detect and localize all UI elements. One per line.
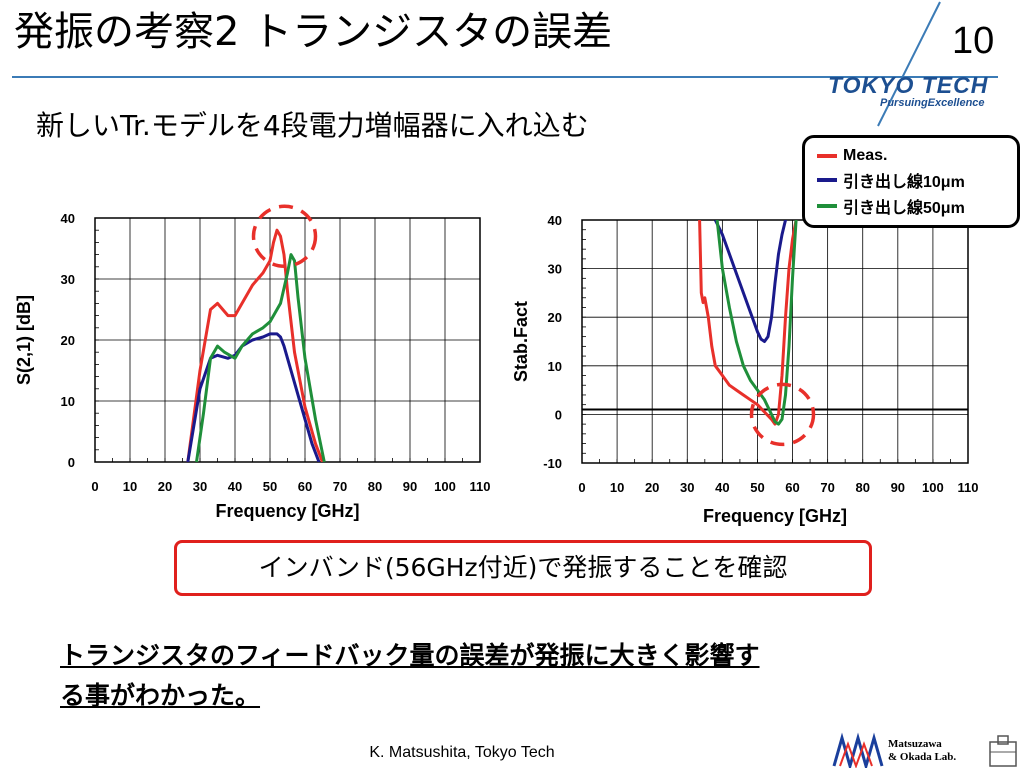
chart2-highlight-circle — [749, 382, 816, 447]
chart2-x-tick-label: 110 — [958, 480, 979, 495]
chart2-x-tick-label: 100 — [922, 480, 944, 495]
legend-swatch-50um — [817, 204, 837, 208]
chart1-x-axis-label: Frequency [GHz] — [215, 501, 359, 521]
legend-item-50um: 引き出し線50μm — [817, 194, 965, 218]
legend-label-10um: 引き出し線10μm — [843, 174, 965, 191]
chart2-y-tick-label: 20 — [548, 310, 562, 325]
chart2-x-tick-label: 0 — [578, 480, 585, 495]
chart2-x-tick-label: 80 — [855, 480, 869, 495]
chart1-y-tick-label: 10 — [61, 394, 75, 409]
chart2-x-tick-label: 50 — [750, 480, 764, 495]
chart1-x-tick-label: 40 — [228, 479, 242, 494]
slide-title: 発振の考察2 トランジスタの誤差 — [14, 9, 613, 55]
chart2-frame — [581, 219, 969, 464]
footer-author: K. Matsushita, Tokyo Tech — [369, 744, 555, 761]
page-number: 10 — [952, 20, 995, 62]
chart1-x-tick-label: 30 — [193, 479, 207, 494]
legend-label-50um: 引き出し線50μm — [843, 200, 965, 217]
tokyo-tech-logo: TOKYO TECH — [828, 72, 989, 98]
oscillation-callout: インバンド(56GHz付近)で発振することを確認 — [174, 540, 872, 596]
chart2-series-line-1 — [698, 220, 798, 426]
chart2-series-line-3 — [715, 220, 798, 426]
chart1-highlight-circle — [251, 204, 318, 269]
legend-swatch-10um — [817, 178, 837, 182]
logo-slash-decoration — [877, 1, 941, 127]
logo-slogan: PursuingExcellence — [880, 97, 985, 109]
chart1-y-axis-label: S(2,1) [dB] — [14, 295, 34, 385]
chart1-y-tick-label: 40 — [61, 211, 75, 226]
chart2-x-tick-label: 70 — [820, 480, 834, 495]
chart2-y-tick-label: 10 — [548, 359, 562, 374]
chart1-x-tick-label: 100 — [434, 479, 456, 494]
chart2-x-tick-label: 60 — [785, 480, 799, 495]
legend-swatch-meas — [817, 154, 837, 158]
chart2-x-tick-label: 10 — [610, 480, 624, 495]
chart1-x-tick-label: 50 — [263, 479, 277, 494]
conclusion-line-2: る事がわかった。 — [60, 681, 261, 710]
chart1-series-line-1 — [186, 228, 324, 462]
chart2-x-tick-label: 90 — [891, 480, 905, 495]
chart-legend: Meas. 引き出し線10μm 引き出し線50μm — [802, 135, 1020, 228]
chart2-y-tick-label: 40 — [548, 213, 562, 228]
chart2-plot-area — [582, 220, 968, 463]
legend-item-meas: Meas. — [817, 144, 887, 168]
chart1-series-line-2 — [186, 332, 321, 462]
chart1-x-tick-label: 70 — [333, 479, 347, 494]
lab-name-line-2: & Okada Lab. — [888, 751, 957, 763]
conclusion-line-1: トランジスタのフィードバック量の誤差が発振に大きく影響す — [60, 641, 760, 670]
chart1-series-line-3 — [195, 253, 326, 462]
chart1-x-tick-label: 60 — [298, 479, 312, 494]
chart1-y-tick-label: 20 — [61, 333, 75, 348]
chart2-x-tick-label: 30 — [680, 480, 694, 495]
lab-logo-text: Matsuzawa & Okada Lab. — [888, 738, 956, 764]
chart1-frame — [94, 217, 481, 463]
chart1-x-tick-label: 110 — [470, 479, 491, 494]
chart2-y-tick-label: -10 — [543, 456, 562, 471]
chart2-y-tick-label: 0 — [555, 407, 562, 422]
chart1-y-tick-label: 30 — [61, 272, 75, 287]
chart1-y-tick-label: 0 — [68, 455, 75, 470]
title-divider — [12, 76, 998, 78]
slide-subtitle: 新しいTr.モデルを4段電力増幅器に入れ込む — [36, 109, 589, 142]
legend-label-meas: Meas. — [843, 147, 888, 164]
chart2-y-axis-label: Stab.Fact — [511, 301, 531, 382]
chart1-x-tick-label: 80 — [368, 479, 382, 494]
chart2-y-tick-label: 30 — [548, 262, 562, 277]
lab-name-line-1: Matsuzawa — [888, 738, 942, 750]
legend-item-10um: 引き出し線10μm — [817, 168, 965, 192]
chart2-x-axis-label: Frequency [GHz] — [703, 506, 847, 526]
lab-logo-graphic — [832, 732, 1017, 768]
chart2-series-line-2 — [713, 220, 788, 343]
chart1-x-tick-label: 10 — [123, 479, 137, 494]
chart1-x-tick-label: 0 — [91, 479, 98, 494]
chart2-x-tick-label: 20 — [645, 480, 659, 495]
chart2-x-tick-label: 40 — [715, 480, 729, 495]
chart1-x-tick-label: 20 — [158, 479, 172, 494]
chart1-x-tick-label: 90 — [403, 479, 417, 494]
